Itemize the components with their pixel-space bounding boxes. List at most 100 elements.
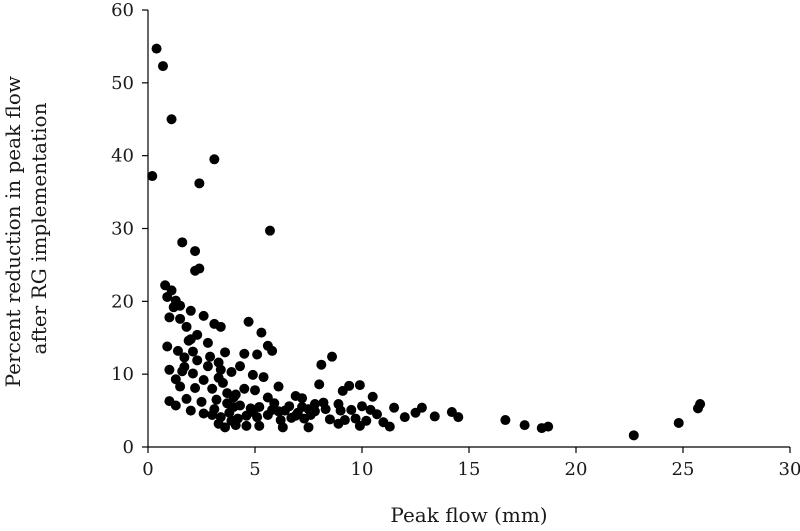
- data-point: [185, 334, 196, 345]
- x-ticks: 0 5 10 15 20 25 30: [142, 447, 800, 480]
- data-point: [327, 351, 338, 362]
- y-tick-label: 60: [111, 0, 134, 21]
- data-point: [384, 421, 395, 432]
- data-point: [354, 380, 365, 391]
- data-points: [147, 43, 706, 441]
- data-point: [228, 401, 239, 412]
- data-point: [314, 379, 325, 390]
- data-point: [429, 411, 440, 422]
- data-point: [354, 420, 365, 431]
- data-point: [175, 313, 186, 324]
- data-point: [262, 392, 273, 403]
- data-point: [371, 409, 382, 420]
- data-point: [172, 345, 183, 356]
- data-point: [239, 383, 250, 394]
- data-point: [164, 364, 175, 375]
- data-point: [297, 393, 308, 404]
- data-point: [215, 364, 226, 375]
- data-point: [207, 383, 218, 394]
- data-point: [258, 372, 269, 383]
- data-point: [181, 393, 192, 404]
- y-axis-title-line-1: Percent reduction in peak flow: [1, 76, 25, 387]
- data-point: [181, 321, 192, 332]
- data-point: [269, 398, 280, 409]
- data-point: [367, 391, 378, 402]
- data-point: [157, 61, 168, 72]
- data-point: [350, 413, 361, 424]
- data-point: [256, 327, 267, 338]
- data-point: [247, 369, 258, 380]
- data-point: [309, 399, 320, 410]
- y-tick-label: 40: [111, 146, 134, 167]
- data-point: [335, 405, 346, 416]
- data-point: [170, 400, 181, 411]
- data-point: [198, 310, 209, 321]
- x-tick-label: 20: [565, 459, 588, 480]
- data-point: [198, 374, 209, 385]
- y-tick-label: 0: [123, 437, 134, 458]
- data-point: [303, 422, 314, 433]
- data-point: [151, 43, 162, 54]
- data-point: [324, 414, 335, 425]
- data-point: [185, 305, 196, 316]
- data-point: [226, 366, 237, 377]
- data-point: [344, 380, 355, 391]
- x-axis: 0 5 10 15 20 25 30: [142, 446, 800, 480]
- data-point: [196, 396, 207, 407]
- x-tick-label: 10: [351, 459, 374, 480]
- data-point: [252, 349, 263, 360]
- data-point: [357, 401, 367, 412]
- data-point: [147, 171, 158, 182]
- data-point: [190, 246, 201, 257]
- data-point: [519, 420, 530, 431]
- data-point: [162, 341, 173, 352]
- data-point: [543, 421, 554, 432]
- data-point: [177, 237, 188, 248]
- data-point: [170, 374, 181, 385]
- data-point: [264, 225, 275, 236]
- data-point: [215, 321, 226, 332]
- x-axis-title: Peak flow (mm): [390, 503, 547, 527]
- data-point: [198, 408, 209, 419]
- data-point: [187, 368, 198, 379]
- x-tick-label: 25: [672, 459, 695, 480]
- x-tick-label: 5: [249, 459, 260, 480]
- data-point: [241, 420, 252, 431]
- x-tick-label: 0: [142, 459, 153, 480]
- data-point: [695, 399, 706, 410]
- data-point: [316, 359, 327, 370]
- data-point: [297, 401, 308, 412]
- data-point: [192, 355, 203, 366]
- data-point: [453, 412, 464, 423]
- data-point: [217, 377, 228, 388]
- data-point: [164, 312, 175, 323]
- data-point: [202, 361, 213, 372]
- data-point: [166, 114, 177, 125]
- y-axis-title-line-2: after RG implementation: [27, 102, 51, 354]
- y-tick-label: 20: [111, 291, 134, 312]
- data-point: [175, 381, 186, 392]
- data-point: [205, 351, 216, 362]
- data-point: [673, 417, 684, 428]
- y-tick-label: 50: [111, 73, 134, 94]
- data-point: [309, 406, 320, 417]
- data-point: [346, 404, 357, 415]
- data-point: [190, 265, 201, 276]
- data-point: [500, 415, 511, 426]
- data-point: [194, 178, 205, 189]
- data-point: [267, 345, 278, 356]
- data-point: [273, 406, 284, 417]
- data-point: [185, 405, 196, 416]
- data-point: [333, 418, 344, 429]
- data-point: [209, 154, 220, 165]
- data-point: [220, 422, 231, 433]
- data-point: [211, 394, 222, 405]
- data-point: [209, 404, 220, 415]
- data-point: [228, 392, 239, 403]
- y-tick-label: 30: [111, 219, 134, 240]
- data-point: [628, 430, 639, 441]
- data-point: [239, 348, 250, 359]
- data-point: [250, 385, 260, 396]
- data-point: [416, 402, 427, 413]
